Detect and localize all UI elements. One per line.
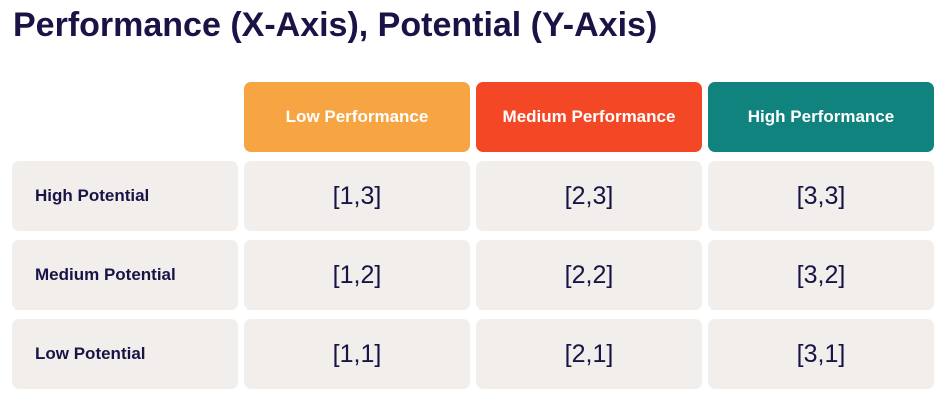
row-header-high-potential: High Potential [12, 161, 238, 231]
matrix-cell: [1,2] [244, 240, 470, 310]
matrix-cell: [3,3] [708, 161, 934, 231]
matrix-corner [12, 82, 238, 152]
matrix-cell: [2,3] [476, 161, 702, 231]
matrix-cell: [1,1] [244, 319, 470, 389]
column-header-high-performance: High Performance [708, 82, 934, 152]
matrix-cell: [3,1] [708, 319, 934, 389]
matrix-cell: [1,3] [244, 161, 470, 231]
performance-potential-matrix: Low Performance Medium Performance High … [12, 82, 934, 389]
column-header-medium-performance: Medium Performance [476, 82, 702, 152]
column-header-low-performance: Low Performance [244, 82, 470, 152]
row-header-medium-potential: Medium Potential [12, 240, 238, 310]
matrix-cell: [2,1] [476, 319, 702, 389]
matrix-cell: [2,2] [476, 240, 702, 310]
matrix-cell: [3,2] [708, 240, 934, 310]
row-header-low-potential: Low Potential [12, 319, 238, 389]
page-title: Performance (X-Axis), Potential (Y-Axis) [13, 6, 658, 44]
